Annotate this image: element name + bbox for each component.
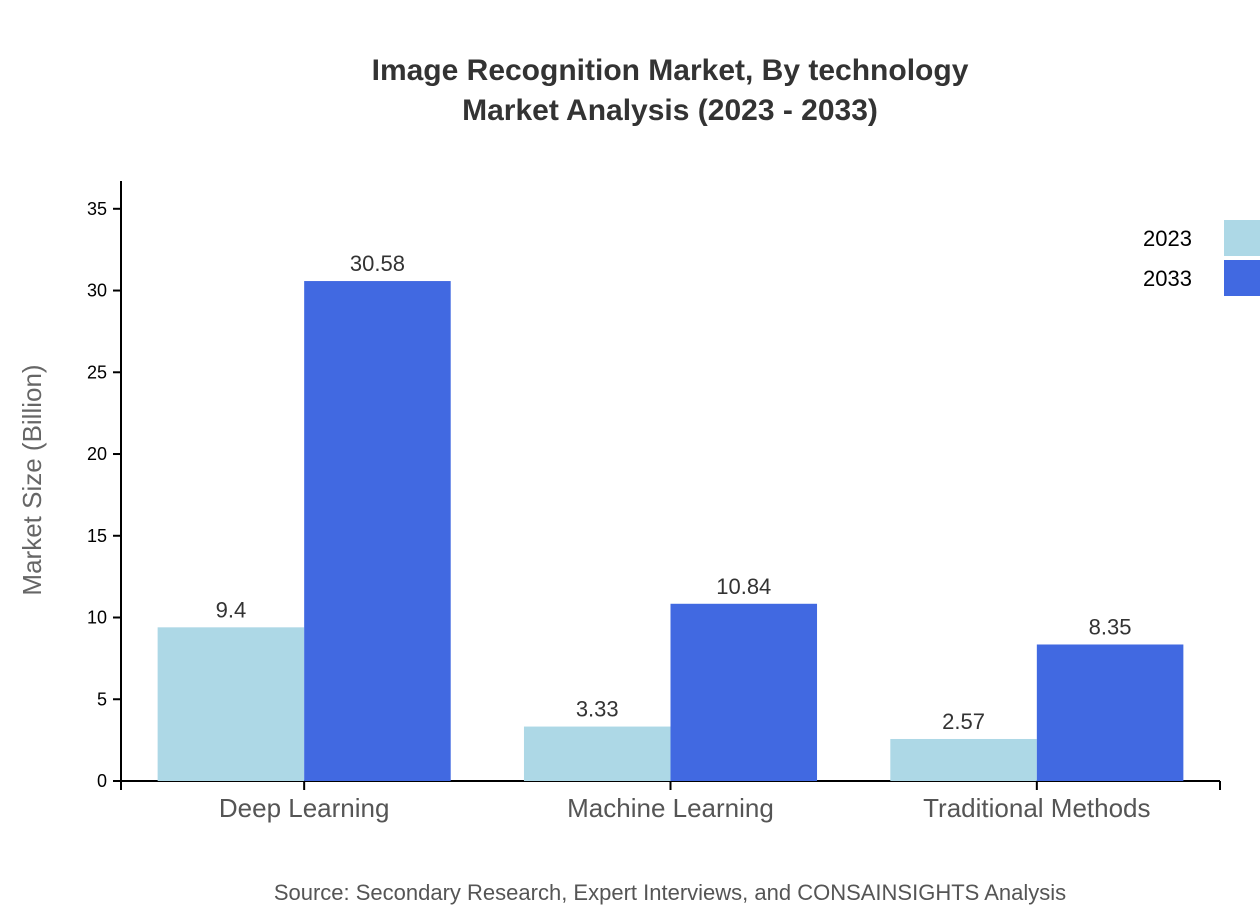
legend-swatch-2033 bbox=[1224, 260, 1260, 296]
bar-2033 bbox=[304, 281, 451, 781]
y-tick-label: 15 bbox=[87, 526, 107, 546]
data-label: 8.35 bbox=[1089, 614, 1132, 639]
y-tick-label: 0 bbox=[97, 771, 107, 791]
bar-2033 bbox=[1036, 644, 1184, 781]
x-tick-label: Deep Learning bbox=[219, 793, 390, 823]
legend-label: 2023 bbox=[1143, 226, 1192, 251]
x-tick-label: Traditional Methods bbox=[923, 793, 1150, 823]
x-tick-label: Machine Learning bbox=[567, 793, 774, 823]
y-tick-label: 25 bbox=[87, 362, 107, 382]
bar-2033 bbox=[670, 603, 818, 781]
legend-label: 2033 bbox=[1143, 266, 1192, 291]
y-tick-label: 30 bbox=[87, 281, 107, 301]
chart-title: Image Recognition Market, By technology bbox=[372, 54, 969, 87]
y-tick-label: 5 bbox=[97, 689, 107, 709]
data-label: 3.33 bbox=[576, 697, 619, 722]
legend-swatch-2023 bbox=[1224, 220, 1260, 256]
plot-area: 0 5 10 15 20 25 30 35 Deep Learning 9.4 30.58 Machi… bbox=[87, 181, 1221, 823]
legend: 2023 2033 bbox=[1143, 220, 1260, 296]
source-note: Source: Secondary Research, Expert Inter… bbox=[274, 880, 1066, 905]
bar-2023 bbox=[890, 738, 1037, 781]
y-axis-label: Market Size (Billion) bbox=[17, 364, 47, 595]
data-label: 9.4 bbox=[216, 597, 247, 622]
chart-subtitle: Market Analysis (2023 - 2033) bbox=[462, 94, 878, 127]
y-tick-label: 35 bbox=[87, 199, 107, 219]
data-label: 30.58 bbox=[350, 251, 405, 276]
y-tick-label: 20 bbox=[87, 444, 107, 464]
data-label: 2.57 bbox=[942, 709, 985, 734]
y-tick-label: 10 bbox=[87, 608, 107, 628]
bar-2023 bbox=[157, 627, 305, 781]
data-label: 10.84 bbox=[716, 574, 771, 599]
bar-2023 bbox=[523, 726, 671, 781]
